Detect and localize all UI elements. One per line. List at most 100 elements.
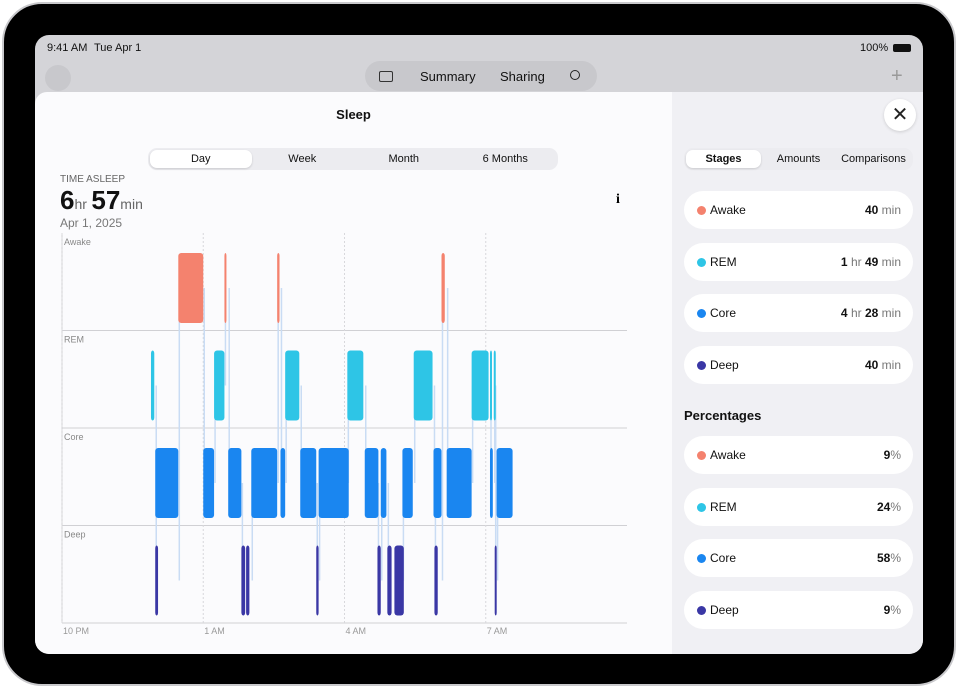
stage-dot bbox=[697, 502, 706, 512]
amount-unit: min bbox=[881, 254, 901, 269]
stage-dot bbox=[697, 451, 706, 460]
stage-segment bbox=[394, 545, 404, 616]
percent-number: 24 bbox=[876, 499, 891, 514]
amount-unit: hr bbox=[850, 306, 862, 320]
stage-segment bbox=[178, 253, 204, 323]
stage-segment bbox=[441, 253, 445, 323]
stage-label: REM bbox=[710, 254, 737, 269]
stage-segment bbox=[364, 448, 379, 518]
stage-segment bbox=[496, 448, 513, 518]
minutes-unit: min bbox=[120, 196, 143, 212]
add-button[interactable]: + bbox=[891, 65, 903, 87]
back-button[interactable] bbox=[45, 65, 71, 91]
stage-row-label: Core bbox=[64, 432, 84, 442]
stage-segment bbox=[446, 448, 472, 518]
x-tick-label: 4 AM bbox=[346, 626, 367, 636]
period-picker: Day Week Month 6 Months bbox=[148, 148, 558, 170]
stage-segment bbox=[246, 545, 250, 616]
stage-segment bbox=[471, 350, 489, 421]
stage-dot bbox=[697, 257, 706, 267]
stage-segment bbox=[433, 448, 442, 518]
hours-unit: hr bbox=[74, 196, 87, 212]
search-button[interactable] bbox=[570, 70, 580, 80]
stage-segment bbox=[318, 448, 349, 518]
stage-segment bbox=[228, 448, 242, 518]
info-button[interactable]: i bbox=[616, 192, 620, 207]
panel-tab[interactable]: Comparisons bbox=[841, 153, 906, 165]
stage-segment bbox=[280, 448, 286, 518]
stage-card: Core 58% bbox=[684, 539, 913, 577]
stage-segment bbox=[203, 448, 215, 518]
battery-level: 100% bbox=[860, 42, 889, 54]
stage-segment bbox=[493, 350, 496, 421]
stage-card: Deep 9% bbox=[684, 590, 913, 629]
battery-icon bbox=[893, 44, 911, 52]
close-button[interactable]: ✕ bbox=[884, 99, 916, 131]
percent-number: 9 bbox=[883, 602, 891, 617]
x-tick-label: 7 AM bbox=[487, 626, 508, 636]
status-date: Tue Apr 1 bbox=[94, 42, 142, 54]
percentages-title: Percentages bbox=[684, 408, 762, 423]
stage-segment bbox=[387, 545, 392, 616]
amount-number: 40 bbox=[864, 357, 879, 372]
amount-number: 40 bbox=[864, 203, 879, 217]
stage-value: 9% bbox=[884, 448, 901, 462]
nav-tab[interactable]: Summary bbox=[420, 69, 476, 84]
stage-card: REM 1 hr 49 min bbox=[684, 242, 913, 281]
stage-dot bbox=[697, 206, 706, 215]
stage-segment bbox=[377, 545, 381, 616]
stage-segment bbox=[434, 545, 438, 616]
stage-card: Deep 40 min bbox=[684, 345, 913, 384]
stage-card: Awake 40 min bbox=[684, 191, 913, 229]
nav-tab[interactable]: Sharing bbox=[500, 69, 545, 84]
stage-segment bbox=[402, 448, 413, 518]
status-time: 9:41 AM bbox=[47, 42, 88, 54]
stage-segment bbox=[494, 545, 497, 616]
stage-label: Core bbox=[710, 551, 737, 565]
summary-label: TIME ASLEEP bbox=[60, 174, 126, 185]
amount-number: 1 bbox=[840, 254, 848, 269]
stage-row-label: REM bbox=[64, 335, 84, 345]
stage-label: Deep bbox=[710, 602, 739, 617]
period-tab[interactable]: Day bbox=[150, 150, 252, 168]
panel-tab[interactable]: Stages bbox=[686, 150, 761, 168]
stage-value: 24% bbox=[877, 500, 901, 514]
stage-segment bbox=[489, 350, 492, 421]
stage-card: Core 4 hr 28 min bbox=[684, 294, 913, 332]
stage-segment bbox=[380, 448, 387, 518]
stage-value: 40 min bbox=[865, 203, 901, 217]
stage-segment bbox=[155, 448, 179, 518]
period-tab[interactable]: Month bbox=[388, 153, 420, 165]
period-tab[interactable]: Week bbox=[288, 153, 317, 165]
stage-segment bbox=[413, 350, 433, 421]
stage-segment bbox=[241, 545, 246, 616]
percent-unit: % bbox=[890, 551, 901, 565]
stage-label: Core bbox=[710, 306, 737, 320]
percent-number: 9 bbox=[883, 448, 891, 462]
panel-tabs: Stages Amounts Comparisons bbox=[684, 148, 913, 170]
stage-dot bbox=[697, 360, 706, 370]
stage-value: 9% bbox=[884, 603, 901, 617]
minutes: 57 bbox=[91, 185, 121, 215]
stage-card: REM 24% bbox=[684, 487, 913, 526]
stage-segment bbox=[155, 545, 159, 616]
percent-unit: % bbox=[890, 448, 901, 462]
panel-tab[interactable]: Amounts bbox=[776, 153, 821, 165]
percent-number: 58 bbox=[876, 551, 891, 565]
stage-segment bbox=[300, 448, 317, 518]
stage-dot bbox=[697, 605, 706, 615]
sidebar-button[interactable] bbox=[379, 71, 393, 82]
period-tab[interactable]: 6 Months bbox=[482, 153, 528, 165]
stage-value: 1 hr 49 min bbox=[841, 255, 901, 269]
percent-unit: % bbox=[890, 499, 901, 514]
amount-unit: hr bbox=[850, 254, 862, 269]
stage-segment bbox=[150, 350, 155, 421]
stage-dot bbox=[697, 554, 706, 563]
stage-dot bbox=[697, 309, 706, 318]
amount-unit: min bbox=[881, 357, 901, 372]
amount-number: 28 bbox=[864, 306, 879, 320]
time-asleep: 6hr 57min bbox=[60, 185, 143, 216]
stage-card: Awake 9% bbox=[684, 436, 913, 474]
